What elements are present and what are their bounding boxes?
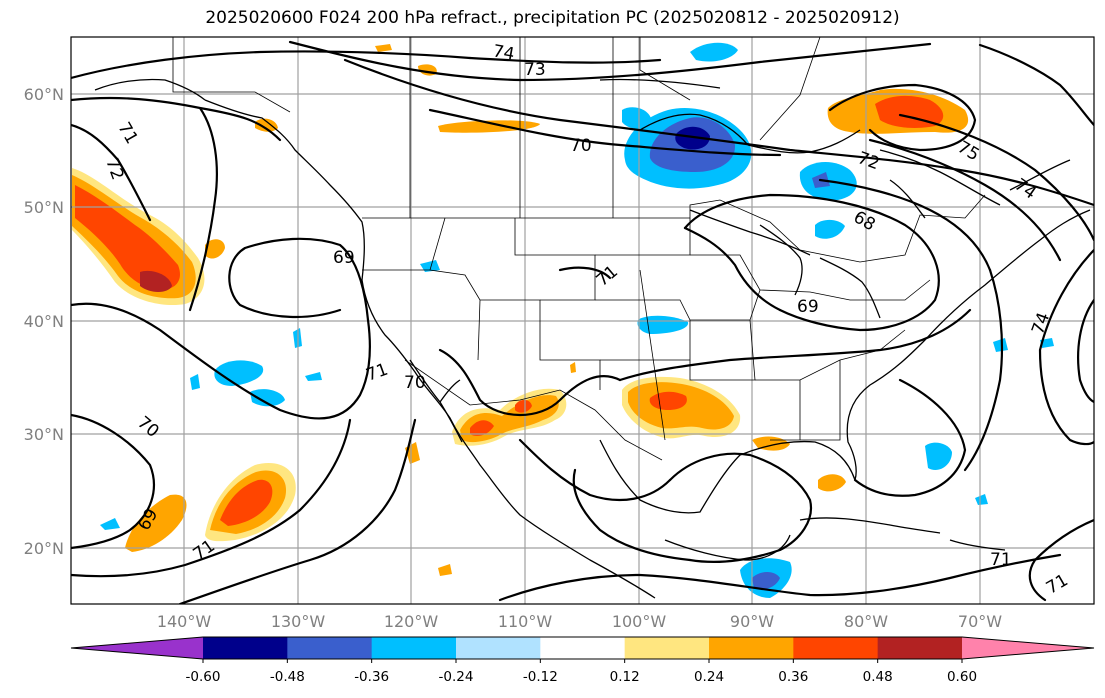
colorbar-tick-label: -0.48 xyxy=(270,669,305,685)
lat-label: 30°N xyxy=(24,425,64,444)
contour-label: 74 xyxy=(491,41,516,64)
lat-label: 50°N xyxy=(24,198,64,217)
coastlines xyxy=(94,78,1091,599)
lat-label: 40°N xyxy=(24,312,64,331)
colorbar-extend-low xyxy=(71,637,203,659)
lon-label: 110°W xyxy=(498,612,553,631)
colorbar-tick-label: 0.60 xyxy=(947,669,977,685)
lat-label: 20°N xyxy=(24,539,64,558)
colorbar-segment xyxy=(456,637,541,659)
colorbar-tick-label: 0.48 xyxy=(863,669,893,685)
colorbar-tick-label: -0.36 xyxy=(354,669,389,685)
contour-label: 70 xyxy=(404,373,426,393)
colorbar-segment xyxy=(371,637,457,659)
colorbar-segment xyxy=(540,637,626,659)
map-frame xyxy=(70,36,1095,605)
contour-label: 69 xyxy=(797,297,819,317)
lon-label: 140°W xyxy=(157,612,212,631)
lon-label: 90°W xyxy=(730,612,774,631)
contour-label: 69 xyxy=(333,248,355,268)
lon-label: 80°W xyxy=(844,612,888,631)
lat-label: 60°N xyxy=(24,85,64,104)
colorbar-tick-label: -0.12 xyxy=(523,669,558,685)
colorbar-segment xyxy=(877,637,963,659)
refractivity-contours xyxy=(71,40,1094,604)
colorbar-segment xyxy=(709,637,794,659)
colorbar-tick-label: -0.60 xyxy=(186,669,221,685)
colorbar-segment xyxy=(287,637,373,659)
lon-label: 70°W xyxy=(958,612,1002,631)
colorbar-tick-label: -0.24 xyxy=(439,669,474,685)
colorbar-segment xyxy=(793,637,879,659)
contour-label: 71 xyxy=(990,550,1012,570)
colorbar-segment xyxy=(203,637,288,659)
chart-title: 2025020600 F024 200 hPa refract., precip… xyxy=(205,8,900,28)
colorbar-tick-label: 0.24 xyxy=(694,669,724,685)
precip-anomaly-shading xyxy=(72,42,1054,598)
colorbar-tick-label: 0.12 xyxy=(610,669,640,685)
contour-label: 70 xyxy=(570,136,592,156)
lon-label: 120°W xyxy=(384,612,439,631)
latitude-labels: 60°N 50°N 40°N 30°N 20°N xyxy=(24,85,64,558)
colorbar-tick-label: 0.36 xyxy=(778,669,808,685)
contour-label: 73 xyxy=(524,60,546,80)
colorbar: -0.60 -0.48 -0.36 -0.24 -0.12 0.12 0.24 0.36 0.4… xyxy=(70,636,1095,685)
lon-label: 100°W xyxy=(612,612,667,631)
longitude-labels: 140°W 130°W 120°W 110°W 100°W 90°W 80°W … xyxy=(157,612,1002,631)
colorbar-segment xyxy=(624,637,710,659)
colorbar-extend-high xyxy=(962,637,1094,659)
lon-label: 130°W xyxy=(271,612,326,631)
